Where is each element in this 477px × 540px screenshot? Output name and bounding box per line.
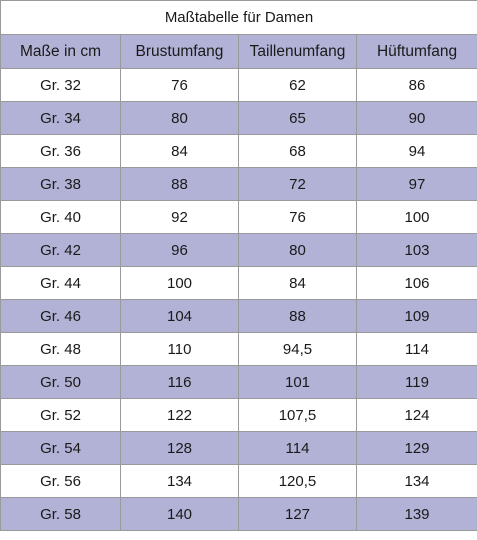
hip-cell: 103: [355, 233, 477, 267]
size-cell: Gr. 44: [0, 266, 121, 300]
table-title: Maßtabelle für Damen: [0, 0, 477, 35]
bust-cell: 88: [120, 167, 239, 201]
table-row: Gr. 34 80 65 90: [0, 101, 477, 135]
waist-cell: 101: [238, 365, 357, 399]
size-cell: Gr. 38: [0, 167, 121, 201]
bust-cell: 104: [120, 299, 239, 333]
table-row: Gr. 42 96 80 103: [0, 233, 477, 267]
hip-cell: 100: [355, 200, 477, 234]
hip-cell: 139: [355, 497, 477, 531]
size-cell: Gr. 42: [0, 233, 121, 267]
waist-cell: 88: [238, 299, 357, 333]
table-row: Gr. 48 110 94,5 114: [0, 332, 477, 366]
size-cell: Gr. 58: [0, 497, 121, 531]
column-header-measure: Maße in cm: [0, 34, 121, 69]
table-row: Gr. 38 88 72 97: [0, 167, 477, 201]
title-row: Maßtabelle für Damen: [0, 0, 477, 35]
table-row: Gr. 36 84 68 94: [0, 134, 477, 168]
size-cell: Gr. 46: [0, 299, 121, 333]
size-cell: Gr. 54: [0, 431, 121, 465]
bust-cell: 84: [120, 134, 239, 168]
table-row: Gr. 54 128 114 129: [0, 431, 477, 465]
bust-cell: 92: [120, 200, 239, 234]
hip-cell: 97: [355, 167, 477, 201]
size-cell: Gr. 36: [0, 134, 121, 168]
size-cell: Gr. 48: [0, 332, 121, 366]
hip-cell: 129: [355, 431, 477, 465]
bust-cell: 110: [120, 332, 239, 366]
table-row: Gr. 50 116 101 119: [0, 365, 477, 399]
size-cell: Gr. 34: [0, 101, 121, 135]
waist-cell: 114: [238, 431, 357, 465]
column-header-hip: Hüftumfang: [355, 34, 477, 69]
table-row: Gr. 52 122 107,5 124: [0, 398, 477, 432]
bust-cell: 134: [120, 464, 239, 498]
header-row: Maße in cm Brustumfang Taillenumfang Hüf…: [0, 34, 477, 69]
bust-cell: 76: [120, 68, 239, 102]
table-row: Gr. 56 134 120,5 134: [0, 464, 477, 498]
bust-cell: 80: [120, 101, 239, 135]
waist-cell: 76: [238, 200, 357, 234]
size-cell: Gr. 32: [0, 68, 121, 102]
hip-cell: 124: [355, 398, 477, 432]
waist-cell: 68: [238, 134, 357, 168]
table-body: Gr. 32 76 62 86 Gr. 34 80 65 90 Gr. 36 84 68 94 Gr. …: [0, 68, 477, 531]
size-cell: Gr. 40: [0, 200, 121, 234]
waist-cell: 127: [238, 497, 357, 531]
waist-cell: 107,5: [238, 398, 357, 432]
waist-cell: 94,5: [238, 332, 357, 366]
table-row: Gr. 44 100 84 106: [0, 266, 477, 300]
hip-cell: 106: [355, 266, 477, 300]
bust-cell: 128: [120, 431, 239, 465]
hip-cell: 119: [355, 365, 477, 399]
hip-cell: 86: [355, 68, 477, 102]
hip-cell: 90: [355, 101, 477, 135]
waist-cell: 62: [238, 68, 357, 102]
table-row: Gr. 32 76 62 86: [0, 68, 477, 102]
bust-cell: 122: [120, 398, 239, 432]
waist-cell: 84: [238, 266, 357, 300]
size-cell: Gr. 50: [0, 365, 121, 399]
bust-cell: 96: [120, 233, 239, 267]
table-row: Gr. 40 92 76 100: [0, 200, 477, 234]
column-header-bust: Brustumfang: [120, 34, 239, 69]
size-cell: Gr. 56: [0, 464, 121, 498]
hip-cell: 134: [355, 464, 477, 498]
table-row: Gr. 58 140 127 139: [0, 497, 477, 531]
bust-cell: 116: [120, 365, 239, 399]
hip-cell: 94: [355, 134, 477, 168]
bust-cell: 140: [120, 497, 239, 531]
waist-cell: 72: [238, 167, 357, 201]
column-header-waist: Taillenumfang: [238, 34, 357, 69]
size-cell: Gr. 52: [0, 398, 121, 432]
hip-cell: 109: [355, 299, 477, 333]
waist-cell: 120,5: [238, 464, 357, 498]
bust-cell: 100: [120, 266, 239, 300]
table-row: Gr. 46 104 88 109: [0, 299, 477, 333]
waist-cell: 80: [238, 233, 357, 267]
waist-cell: 65: [238, 101, 357, 135]
hip-cell: 114: [355, 332, 477, 366]
